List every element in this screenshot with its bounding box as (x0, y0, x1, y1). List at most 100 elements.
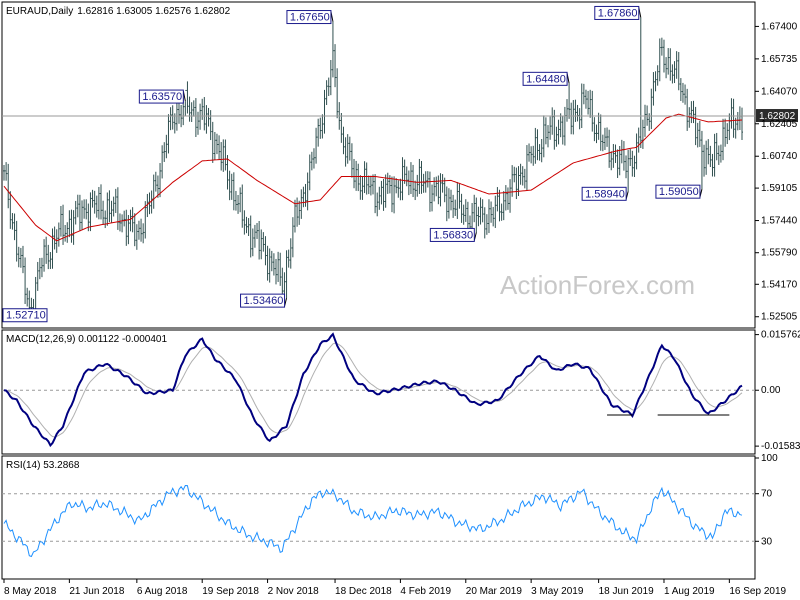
moving-average-line (3, 113, 743, 242)
price-bar (525, 145, 528, 191)
price-bar (700, 130, 703, 190)
price-bar (359, 175, 362, 200)
price-bar (475, 197, 478, 233)
price-bar (7, 163, 10, 209)
price-bar (479, 197, 482, 225)
extreme-value: 1.59050 (659, 186, 699, 198)
price-bar (5, 162, 8, 181)
price-bar (133, 213, 136, 247)
price-bar (209, 110, 212, 141)
price-bar (506, 187, 509, 210)
price-bar (298, 200, 301, 225)
price-bar (622, 141, 625, 171)
price-bar (171, 105, 174, 130)
price-bar (150, 190, 153, 214)
price-bar (207, 107, 210, 127)
price-bar (447, 188, 450, 219)
price-bar (319, 117, 322, 139)
price-bar (477, 206, 480, 227)
price-bar (49, 252, 52, 270)
price-bar (24, 257, 27, 304)
price-bar (64, 225, 67, 242)
price-bar (245, 216, 248, 234)
price-bar (43, 239, 46, 272)
price-bar (544, 117, 547, 145)
price-bar (578, 108, 581, 130)
price-bar (703, 144, 706, 177)
price-bar (652, 72, 655, 106)
price-bar (608, 129, 611, 168)
price-bar (418, 158, 421, 194)
price-bar (603, 127, 606, 150)
price-bar (416, 174, 419, 197)
price-bar (426, 171, 429, 188)
price-bar (464, 199, 467, 222)
price-bar (536, 129, 539, 161)
price-bar (650, 88, 653, 130)
price-bar (47, 244, 50, 270)
price-bar (196, 111, 199, 135)
price-bar (580, 83, 583, 129)
price-bar (135, 224, 138, 250)
price-bar (190, 102, 193, 123)
price-bar (431, 184, 434, 212)
price-bar (112, 196, 115, 217)
price-bar (433, 177, 436, 202)
price-bar (169, 107, 172, 131)
price-bar (230, 173, 233, 200)
price-bar (407, 170, 410, 196)
price-bar (730, 98, 733, 129)
price-bar (367, 175, 370, 195)
price-bar (692, 100, 695, 124)
price-bar (681, 82, 684, 103)
price-bar (220, 142, 223, 171)
price-bar (576, 104, 579, 122)
price-bar (530, 146, 533, 164)
price-bar (513, 166, 516, 183)
price-bar (494, 195, 497, 228)
price-bar (137, 220, 140, 240)
price-bar (203, 97, 206, 131)
price-bar (68, 210, 71, 238)
price-bar (340, 113, 343, 143)
price-bar (222, 139, 225, 172)
extreme-label: 1.52710 (2, 308, 48, 323)
current-price-tag: 1.62802 (759, 111, 796, 122)
price-bar (719, 144, 722, 163)
price-bar (323, 89, 326, 134)
price-bar (481, 199, 484, 223)
price-bar (561, 116, 564, 145)
price-bar (625, 155, 628, 179)
price-bar (287, 249, 290, 268)
price-bar (572, 100, 575, 135)
price-bar (450, 189, 453, 211)
extreme-value: 1.67860 (598, 7, 638, 19)
current-price-tag-bg (756, 109, 798, 123)
price-bar (399, 178, 402, 201)
price-bar (194, 98, 197, 138)
price-bar (279, 252, 282, 286)
price-bar (713, 133, 716, 177)
price-bar (454, 199, 457, 216)
price-bar (734, 117, 737, 139)
price-bar (591, 90, 594, 132)
price-bar (582, 83, 585, 105)
price-bar (372, 174, 374, 195)
price-bar (473, 194, 476, 223)
price-bar (264, 236, 267, 266)
x-tick: 21 Jun 2018 (69, 586, 124, 597)
price-bar (9, 191, 12, 229)
price-bar (547, 125, 550, 148)
price-bar (45, 236, 48, 264)
price-bar (709, 145, 712, 168)
price-bar (669, 48, 672, 81)
price-bar (211, 121, 214, 163)
price-bar (357, 163, 360, 192)
price-bar (420, 160, 423, 194)
price-bar (401, 157, 404, 201)
price-bar (237, 194, 240, 214)
x-tick: 4 Feb 2019 (400, 586, 451, 597)
price-bar (601, 134, 604, 152)
price-bar (312, 148, 315, 169)
